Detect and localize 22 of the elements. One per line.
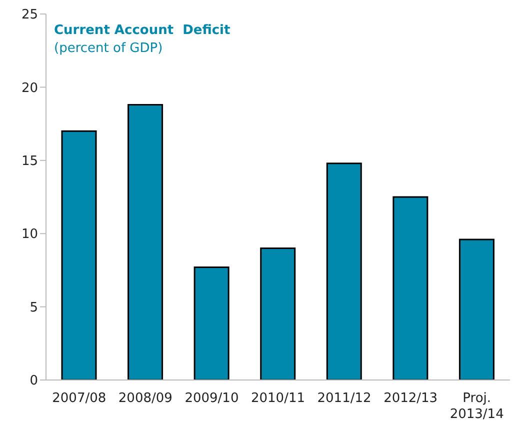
y-tick-label: 25 — [21, 8, 38, 23]
y-tick-label: 10 — [21, 227, 38, 242]
y-tick-label: 15 — [21, 154, 38, 170]
bar — [458, 238, 494, 380]
bar — [260, 247, 296, 380]
bar — [326, 162, 362, 380]
x-tick-label: 2010/11 — [250, 391, 306, 406]
bar — [194, 266, 230, 380]
text: (percent of GDP) — [54, 40, 164, 58]
bar — [128, 104, 164, 380]
x-tick-label: 2009/10 — [184, 391, 239, 406]
y-tick-label: 5 — [30, 300, 38, 316]
x-tick-label: Proj. 2013/14 — [450, 391, 504, 422]
y-tick-label: 20 — [21, 80, 38, 96]
x-tick-label: 2012/13 — [384, 391, 438, 406]
y-tick-label: 0 — [30, 374, 38, 389]
x-tick-label: 2007/08 — [52, 391, 106, 406]
text: Current Account Deficit — [54, 22, 230, 40]
x-tick-label: 2011/12 — [317, 391, 372, 406]
bar — [61, 130, 97, 380]
bar — [392, 196, 428, 380]
x-tick-label: 2008/09 — [118, 391, 172, 406]
